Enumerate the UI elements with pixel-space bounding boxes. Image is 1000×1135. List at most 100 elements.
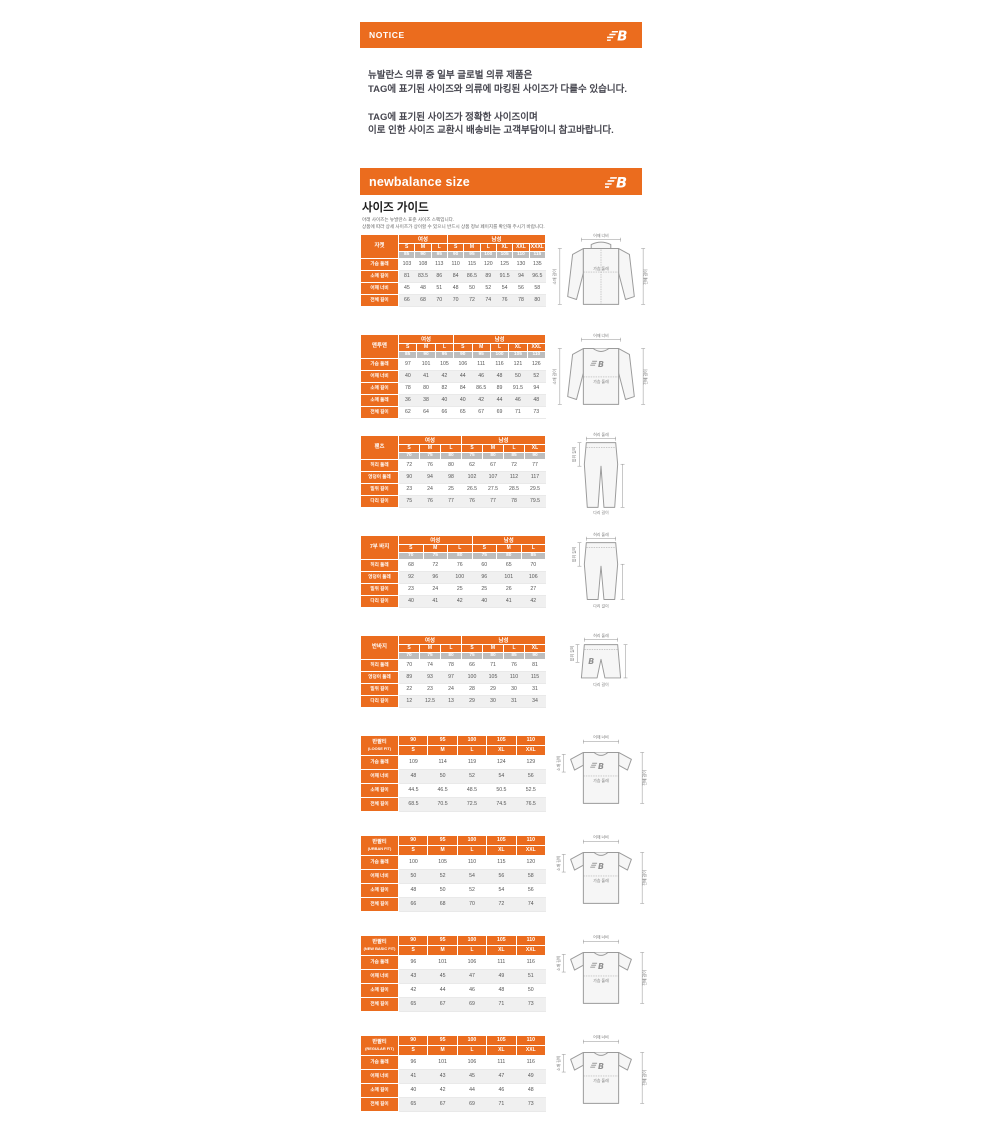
size-number-cell: 75 <box>471 551 497 560</box>
measure-value-cell: 67 <box>427 1097 458 1112</box>
size-number-cell: 80 <box>482 451 504 460</box>
measure-value-cell: 27.5 <box>482 483 504 496</box>
measure-value-cell: 50 <box>463 282 481 295</box>
measure-value-cell: 60 <box>472 559 497 572</box>
measure-value-cell: 58 <box>529 282 546 295</box>
svg-text:허리 둘레: 허리 둘레 <box>593 633 609 638</box>
measure-value-cell: 72 <box>463 294 481 307</box>
size-guide-subtitle: 아래 사이즈는 뉴발란스 표준 사이즈 스펙입니다. 상품에 따라 상세 사이즈… <box>362 217 640 231</box>
measure-value-cell: 101 <box>416 358 436 371</box>
measure-value-cell: 82 <box>435 382 454 395</box>
measure-value-cell: 44 <box>453 370 472 383</box>
measure-value-cell: 46 <box>508 394 528 407</box>
svg-text:소매 길이: 소매 길이 <box>556 955 561 971</box>
size-table: 반팔티 (URBAN FIT) 90 95 100 105 110 S M L XL XXL 가슴 둘레… <box>360 834 547 912</box>
size-table: 반바지 여성 남성 S M L S M L XL 70 75 80 75 80 85 90 허리 둘레 70 74 78… <box>360 634 546 708</box>
measure-value-cell: 56 <box>516 769 546 784</box>
svg-text:다리 길이: 다리 길이 <box>593 682 609 687</box>
measurement-row: 어깨 너비 45 48 51 48 50 52 54 56 58 <box>360 281 546 295</box>
measure-value-cell: 50 <box>427 883 458 898</box>
notice-paragraph-1: 뉴발란스 의류 중 일부 글로벌 의류 제품은 TAG에 표기된 사이즈와 의류… <box>368 69 634 97</box>
size-number-cell: 70 <box>398 551 424 560</box>
measurement-row: 소매 길이 81 83.5 86 84 86.5 89 91.5 94 96.5 <box>360 269 546 283</box>
tshirt-diagram: 어깨 너비 B 가슴 둘레 소매 길이 전체 길이 <box>552 1031 650 1119</box>
size-number-row: 반팔티 (NEW BASIC FIT) 90 95 100 105 110 <box>360 934 547 956</box>
measure-label-cell: 가슴 둘레 <box>360 1054 399 1070</box>
svg-text:B: B <box>588 657 594 666</box>
svg-text:전체 길이: 전체 길이 <box>642 970 647 986</box>
measure-value-cell: 46.5 <box>427 783 458 798</box>
measure-value-cell: 78 <box>440 659 462 672</box>
size-number-cell: 75 <box>422 551 448 560</box>
measure-value-cell: 76 <box>419 459 441 472</box>
measure-value-cell: 93 <box>419 671 441 684</box>
size-number-cell: 85 <box>503 451 525 460</box>
svg-text:다리 길이: 다리 길이 <box>593 603 609 608</box>
measure-value-cell: 70 <box>398 659 420 672</box>
size-guide-column: NOTICE B 뉴발란스 의류 중 일부 글로벌 의류 제품은 TAG에 표기… <box>360 22 648 1135</box>
measure-value-cell: 74.5 <box>486 797 517 812</box>
size-letter-cell: XL <box>486 1044 517 1056</box>
size-number-cell: 95 <box>427 834 458 846</box>
gender-header-row: 반바지 여성 남성 <box>360 634 546 660</box>
size-letter-cell: XL <box>508 342 528 352</box>
size-letter-cell: S <box>461 443 483 453</box>
svg-text:전체 길이: 전체 길이 <box>642 870 647 886</box>
svg-text:어깨 너비: 어깨 너비 <box>593 1035 609 1040</box>
measure-value-cell: 111 <box>472 358 491 371</box>
size-letter-cell: L <box>456 744 488 756</box>
size-letter-cell: L <box>440 443 462 453</box>
measure-value-cell: 52 <box>480 282 497 295</box>
size-letter-row: S M L S M L XL XXL <box>361 342 547 352</box>
measure-label-cell: 어깨 너비 <box>360 868 399 884</box>
svg-text:소매 길이: 소매 길이 <box>556 755 561 771</box>
measure-label-cell: 전체 길이 <box>360 896 399 912</box>
size-number-cell: 85 <box>520 551 546 560</box>
shorts-diagram: 허리 둘레 B 밑위 길이 다리 길이 <box>552 631 650 719</box>
measure-value-cell: 28 <box>461 683 483 696</box>
measure-value-cell: 68 <box>414 294 432 307</box>
size-guide-subtitle-line: 상품에 따라 상세 사이즈가 상이할 수 있으니 반드시 상품 정보 페이지를 … <box>362 223 545 229</box>
measure-value-cell: 72 <box>398 459 420 472</box>
measure-value-cell: 40 <box>472 595 497 608</box>
measure-value-cell: 26.5 <box>461 483 483 496</box>
size-table: 자켓 여성 남성 S M L S M L XL XXL XXXL 85 90 95 90 95 100 105 110… <box>360 233 547 307</box>
measure-value-cell: 52 <box>427 869 458 884</box>
measure-value-cell: 56 <box>486 869 517 884</box>
size-number-cell: 110 <box>526 350 547 359</box>
size-table-wrap: 반팔티 (LOOSE FIT) 90 95 100 105 110 S M L XL XXL 가슴 둘레… <box>360 734 547 819</box>
category-cell: 반팔티 (URBAN FIT) <box>360 834 399 856</box>
size-number-cell: 80 <box>482 651 504 660</box>
measurement-row: 어깨 너비 50 52 54 56 58 <box>360 868 546 884</box>
measure-value-cell: 70.5 <box>427 797 458 812</box>
measure-value-cell: 25 <box>447 583 472 596</box>
measure-value-cell: 120 <box>516 855 546 870</box>
measure-label-cell: 전체 길이 <box>360 293 399 307</box>
svg-text:허리 둘레: 허리 둘레 <box>593 432 609 437</box>
size-number-cell: 90 <box>397 1034 429 1046</box>
size-table: 반팔티 (LOOSE FIT) 90 95 100 105 110 S M L XL XXL 가슴 둘레… <box>360 734 547 812</box>
measure-value-cell: 48 <box>447 282 464 295</box>
measure-value-cell: 101 <box>496 571 521 584</box>
size-number-cell: 110 <box>515 934 547 946</box>
category-cell: 팬츠 <box>360 434 399 460</box>
tshirt-diagram: 어깨 너비 B 가슴 둘레 소매 길이 전체 길이 <box>552 931 650 1019</box>
size-table-block: 7부 바지 여성 남성 S M L S M L 70 75 80 75 80 85 허리 둘레 68 72 76 60… <box>360 532 642 619</box>
measure-value-cell: 41 <box>398 1069 428 1084</box>
measure-value-cell: 78 <box>398 382 417 395</box>
size-letter-cell: S <box>397 844 429 856</box>
measure-value-cell: 52.5 <box>516 783 546 798</box>
measure-value-cell: 125 <box>496 258 513 271</box>
measure-value-cell: 41 <box>496 595 521 608</box>
measure-value-cell: 68.5 <box>398 797 428 812</box>
measure-value-cell: 29 <box>461 695 483 708</box>
size-number-cell: 95 <box>430 250 448 259</box>
size-number-cell: 85 <box>503 651 525 660</box>
size-number-cell: 80 <box>440 651 462 660</box>
measure-value-cell: 48 <box>486 983 517 998</box>
measure-label-cell: 소매 길이 <box>360 782 399 798</box>
measurement-row: 가슴 둘레 97 101 105 106 111 116 121 126 <box>360 357 546 371</box>
svg-text:어깨 너비: 어깨 너비 <box>593 333 609 338</box>
measure-value-cell: 50 <box>398 869 428 884</box>
